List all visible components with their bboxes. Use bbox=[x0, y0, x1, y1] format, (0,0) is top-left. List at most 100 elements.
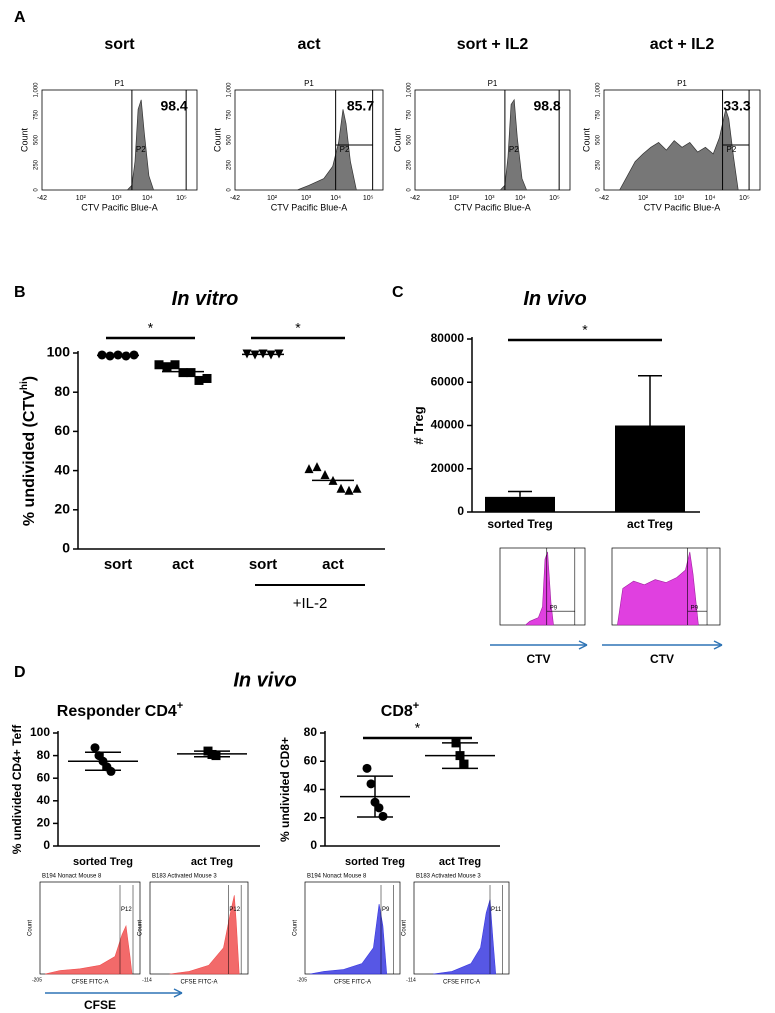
x-axis-label: CTV Pacific Blue-A bbox=[454, 202, 531, 212]
histogram-shape bbox=[499, 98, 528, 191]
significance-label: * bbox=[148, 320, 154, 336]
arrow-head bbox=[578, 640, 588, 650]
x-tick-label: 10³ bbox=[484, 195, 495, 202]
y-tick-label: 40000 bbox=[431, 418, 465, 432]
data-point bbox=[154, 360, 164, 370]
y-tick-label: 40 bbox=[304, 782, 318, 796]
chart-title-sup: + bbox=[413, 700, 419, 712]
data-point bbox=[178, 368, 188, 378]
group-label: +IL-2 bbox=[293, 595, 328, 612]
y-tick-label: 0 bbox=[227, 188, 233, 192]
plot-frame bbox=[234, 89, 384, 191]
data-point bbox=[186, 368, 196, 378]
panel-d-title: In vivo bbox=[233, 669, 296, 691]
x-tick-label: 10⁴ bbox=[330, 195, 341, 202]
gate-label: P9 bbox=[691, 606, 699, 612]
y-tick-label: 80 bbox=[54, 383, 70, 399]
y-tick-label: 250 bbox=[407, 159, 413, 170]
x-tick-label: act Treg bbox=[627, 517, 673, 531]
histogram-title: B183 Activated Mouse 3 bbox=[152, 874, 217, 880]
x-axis-label: CFSE FITC-A bbox=[443, 980, 480, 986]
y-tick-label: 750 bbox=[227, 109, 233, 120]
x-tick-label: -42 bbox=[410, 195, 420, 202]
y-axis-label-text: % undivided (CTV bbox=[21, 390, 38, 526]
x-tick-label: 10² bbox=[449, 195, 460, 202]
x-axis-label: CTV Pacific Blue-A bbox=[81, 202, 158, 212]
histogram-shape bbox=[617, 551, 699, 626]
gate-label: P12 bbox=[121, 907, 132, 913]
data-point bbox=[336, 483, 346, 493]
x-tick-label: act bbox=[322, 556, 344, 573]
histogram-shape bbox=[169, 895, 240, 975]
y-tick-label: 750 bbox=[596, 109, 602, 120]
y-axis-label: Count bbox=[28, 920, 34, 936]
x-tick-label: 10⁴ bbox=[515, 195, 526, 202]
data-point bbox=[211, 751, 221, 761]
x-tick-label: act Treg bbox=[439, 856, 481, 868]
x-axis-label: CFSE FITC-A bbox=[334, 980, 371, 986]
y-tick-label: 250 bbox=[227, 159, 233, 170]
y-tick-label: 80000 bbox=[431, 331, 465, 345]
y-tick-label: 60 bbox=[304, 753, 318, 767]
gate-label: P1 bbox=[304, 79, 314, 88]
y-tick-label: 1,000 bbox=[596, 82, 602, 98]
gate-label: P2 bbox=[340, 145, 350, 154]
histogram-title: B194 Nonact Mouse 8 bbox=[307, 874, 367, 880]
y-tick-label: 0 bbox=[43, 838, 50, 852]
data-point bbox=[366, 779, 376, 789]
bar bbox=[615, 425, 685, 512]
histogram-title: act bbox=[297, 36, 321, 53]
significance-label: * bbox=[415, 720, 421, 736]
gate-label: P12 bbox=[229, 907, 240, 913]
y-tick-label: 250 bbox=[596, 159, 602, 170]
histogram-title: B183 Activated Mouse 3 bbox=[416, 874, 481, 880]
x-tick-label: 10³ bbox=[674, 195, 685, 202]
chart-title: CD8+ bbox=[381, 700, 419, 720]
x-tick-label: sorted Treg bbox=[73, 856, 133, 868]
gate-percent: 98.4 bbox=[160, 98, 187, 114]
data-point bbox=[106, 766, 116, 776]
data-point bbox=[304, 464, 314, 474]
chart-title-text: In vivo bbox=[523, 288, 586, 310]
histogram-title: sort bbox=[104, 36, 135, 53]
gate-label: P1 bbox=[677, 79, 687, 88]
y-axis-label: % undivided CD4+ Teff bbox=[10, 724, 24, 854]
y-axis-label: Count bbox=[402, 920, 408, 936]
x-tick-label: sorted Treg bbox=[487, 517, 552, 531]
y-tick-label: 60000 bbox=[431, 374, 465, 388]
y-tick-label: 80 bbox=[37, 748, 51, 762]
y-tick-label: 500 bbox=[227, 134, 233, 145]
y-tick-label: 60 bbox=[54, 422, 70, 438]
panel-label: A bbox=[14, 9, 26, 26]
y-axis-label: Count bbox=[293, 920, 299, 936]
axis-arrow-label: CTV bbox=[650, 652, 674, 666]
x-tick-label: 10⁵ bbox=[176, 195, 187, 202]
y-axis-label-sup: hi bbox=[19, 381, 30, 390]
x-tick-label: -114 bbox=[406, 977, 416, 983]
chart-title-text: In vitro bbox=[172, 288, 239, 310]
data-point bbox=[90, 743, 100, 753]
y-tick-label: 0 bbox=[34, 188, 40, 192]
y-axis-label-text: ) bbox=[21, 376, 38, 381]
histogram-shape bbox=[297, 109, 357, 191]
x-axis-label: CTV Pacific Blue-A bbox=[644, 202, 721, 212]
y-tick-label: 20 bbox=[37, 816, 51, 830]
gate-label: P11 bbox=[491, 907, 502, 913]
panel-label: D bbox=[14, 664, 26, 681]
panel-label: B bbox=[14, 284, 26, 301]
x-tick-label: sort bbox=[104, 556, 132, 573]
y-tick-label: 0 bbox=[62, 540, 70, 556]
data-point bbox=[162, 362, 172, 372]
chart-title: Responder CD4+ bbox=[57, 700, 183, 720]
histogram-shape bbox=[126, 99, 155, 191]
significance-label: * bbox=[582, 322, 588, 338]
y-axis-label: Count bbox=[19, 128, 29, 153]
chart-title-text: Responder CD4 bbox=[57, 703, 177, 720]
x-tick-label: act bbox=[172, 556, 194, 573]
gate-percent: 33.3 bbox=[723, 98, 750, 114]
plot-frame bbox=[41, 89, 198, 191]
x-tick-label: -205 bbox=[32, 977, 42, 983]
x-tick-label: -205 bbox=[297, 977, 307, 983]
gate-label: P1 bbox=[115, 79, 125, 88]
